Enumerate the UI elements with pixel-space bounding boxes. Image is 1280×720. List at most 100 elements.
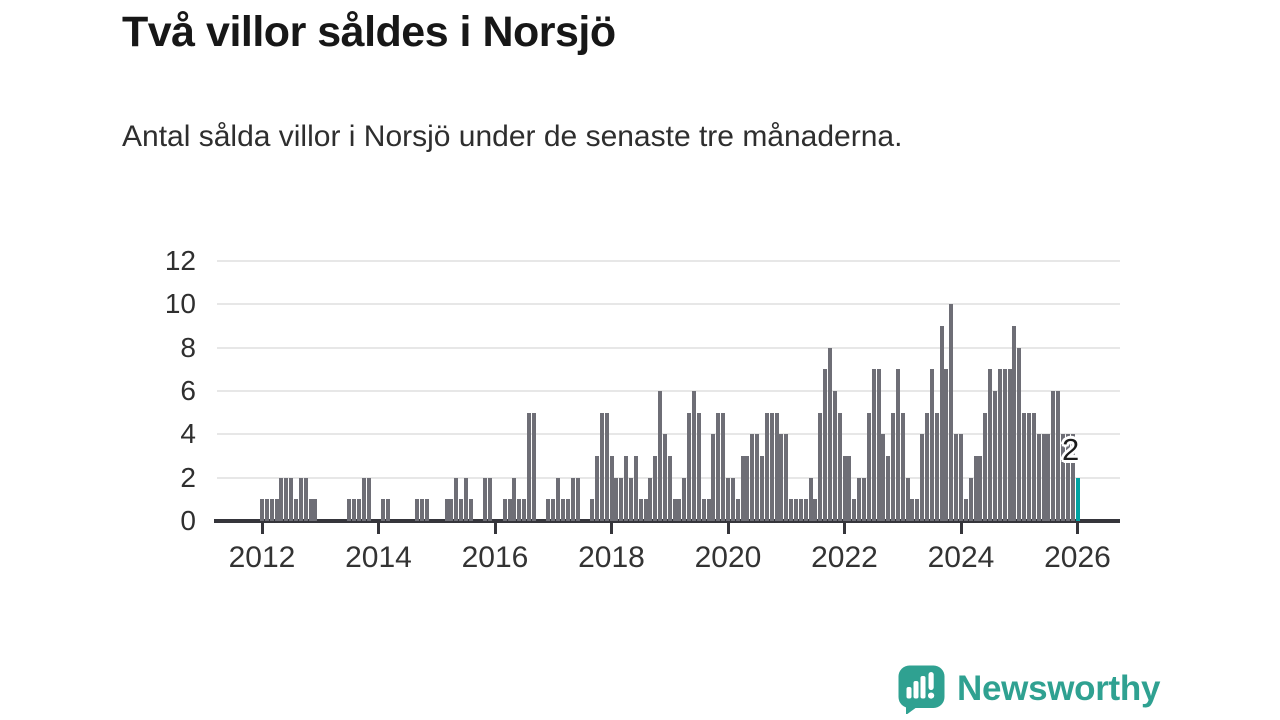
bar [905,477,910,521]
x-axis-label: 2022 [811,541,878,574]
gridline-y6 [217,389,1120,392]
last-value-annotation: 2 [1062,432,1080,467]
bar [895,369,900,521]
bar [973,456,978,521]
gridline-y8 [217,346,1120,349]
bar [468,499,473,521]
bar [876,369,881,521]
bar [983,412,988,521]
bar [570,477,575,521]
bar [643,499,648,521]
x-axis-label: 2026 [1044,541,1111,574]
bar-latest [1075,477,1080,521]
chart-title: Två villor såldes i Norsjö [122,8,616,56]
y-axis-label: 0 [180,505,196,536]
bar [454,477,459,521]
bar [910,499,915,521]
x-axis-tick [610,523,613,534]
bar [459,499,463,521]
bar [1002,369,1007,521]
brand-wordmark: Newsworthy [957,669,1161,708]
bar [735,499,740,521]
bar [730,477,735,521]
bar [614,477,619,521]
bar [755,434,760,521]
y-axis-label: 8 [180,331,196,363]
x-axis-tick [493,523,497,534]
bar [793,499,798,521]
bar [449,499,454,521]
bar [1060,434,1065,521]
bar [483,477,488,521]
bar [692,391,696,521]
bar [313,499,318,521]
x-axis-label: 2020 [694,541,762,574]
bar [866,412,871,521]
bar [687,412,692,521]
bar [658,391,662,521]
bar [920,434,925,521]
newsworthy-chart-bubble-icon [897,664,947,715]
gridline-y4 [217,433,1120,436]
x-axis-tick [377,523,380,534]
bar [604,412,609,521]
bar [740,456,745,521]
bar [1051,391,1056,521]
bar [832,391,837,521]
bar [760,456,764,521]
bar [978,456,983,521]
bar [488,477,493,521]
bar [284,477,289,521]
bar [949,304,954,521]
bar [823,369,828,521]
x-axis-tick [959,523,963,534]
bar [871,369,876,521]
bar [784,434,789,521]
bar [1031,412,1036,521]
bar [1017,347,1022,521]
bar [726,477,730,521]
bar [502,499,507,521]
bar [682,477,687,521]
bar [1056,391,1061,521]
bar [764,412,769,521]
bar [1012,326,1017,521]
bar [624,456,628,521]
y-axis-label: 12 [164,244,196,276]
gridline-y10 [217,303,1120,306]
bar [308,499,313,521]
gridline-y12 [217,259,1120,262]
bar [827,347,832,521]
bar [546,499,551,521]
bar [963,499,968,521]
bar [852,499,857,521]
bar [925,412,929,521]
bar [551,499,556,521]
bar [531,412,536,521]
bar [891,412,895,521]
x-axis-tick [843,523,846,534]
bar [993,391,997,521]
bar [303,477,308,521]
bar [274,499,279,521]
bar [264,499,269,521]
bar [594,456,599,521]
bar [886,456,891,521]
bar [565,499,570,521]
bar [653,456,658,521]
bar [842,456,847,521]
x-axis-label: 2018 [578,541,645,574]
bar [798,499,803,521]
bar [357,499,362,521]
bar [813,499,818,521]
bar [560,499,565,521]
bar [939,326,944,521]
bar [667,456,672,521]
bar [779,434,784,521]
bar [289,477,294,521]
bar [789,499,794,521]
bar [298,477,303,521]
bar [716,412,721,521]
